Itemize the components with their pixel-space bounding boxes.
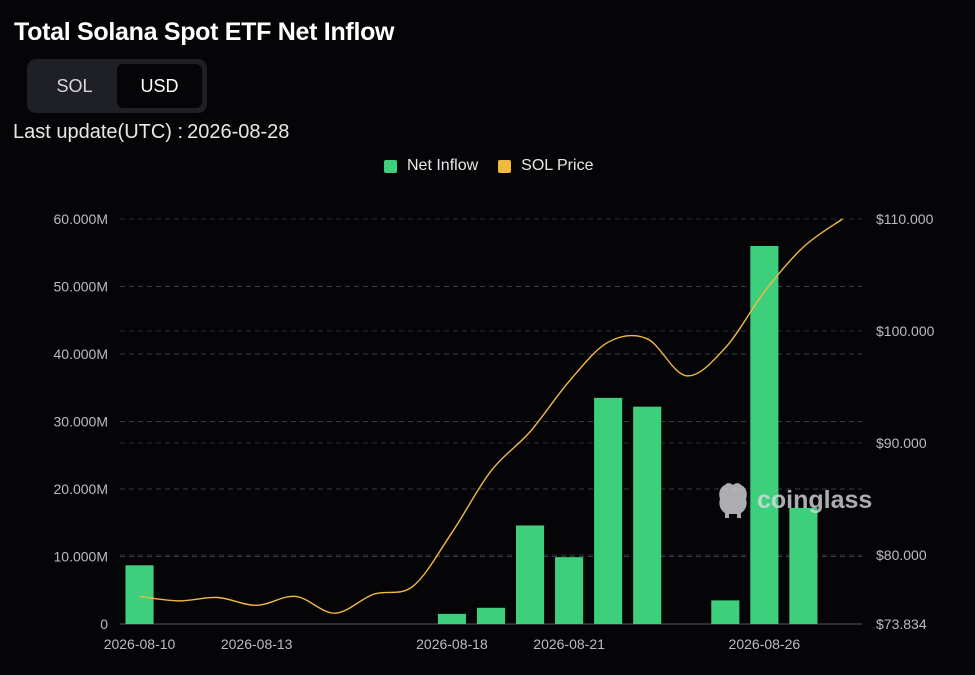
net-inflow-bar (437, 613, 467, 624)
x-tick-label: 2026-08-26 (729, 636, 801, 652)
net-inflow-swatch (384, 159, 397, 173)
legend-item-sol-price[interactable]: SOL Price (498, 157, 593, 175)
coinglass-logo-icon (719, 483, 747, 518)
y-right-tick-label: $73.834 (876, 616, 927, 632)
y-left-tick-label: 20.000M (54, 481, 108, 497)
y-left-tick-label: 50.000M (54, 279, 108, 295)
chart-title: Total Solana Spot ETF Net Inflow (14, 18, 395, 46)
y-left-tick-label: 30.000M (54, 414, 108, 430)
last-update-label: Last update(UTC) : (13, 121, 184, 143)
sol-price-swatch (498, 159, 512, 173)
y-left-tick-label: 0 (100, 616, 108, 632)
y-right-tick-label: $110.000 (876, 211, 934, 227)
coinglass-watermark: coinglass (717, 481, 872, 519)
y-right-tick-label: $100.000 (876, 323, 935, 339)
toggle-option-usd[interactable]: USD (117, 64, 202, 108)
net-inflow-bar (555, 557, 584, 624)
net-inflow-bar (750, 246, 779, 624)
y-left-tick-label: 10.000M (54, 549, 108, 565)
y-right-tick-label: $80.000 (876, 547, 927, 563)
y-left-tick-label: 60.000M (54, 211, 108, 227)
legend-label-net-inflow: Net Inflow (407, 157, 479, 174)
last-update: Last update(UTC) :2026-08-28 (13, 121, 289, 144)
currency-toggle[interactable]: SOL USD (27, 59, 207, 113)
y-left-tick-label: 40.000M (54, 346, 108, 362)
x-tick-label: 2026-08-13 (221, 636, 293, 652)
net-inflow-bar (476, 607, 506, 624)
toggle-option-sol[interactable]: SOL (56, 75, 93, 96)
y-right-tick-label: $90.000 (876, 435, 927, 451)
chart-legend: Net Inflow SOL Price (384, 157, 593, 175)
legend-label-sol-price: SOL Price (521, 157, 594, 174)
net-inflow-bar (125, 565, 154, 624)
x-tick-label: 2026-08-10 (104, 636, 176, 652)
last-update-value: 2026-08-28 (187, 121, 290, 143)
x-tick-label: 2026-08-21 (533, 636, 605, 652)
sol-price-line (139, 218, 843, 614)
legend-item-net-inflow[interactable]: Net Inflow (384, 157, 478, 175)
net-inflow-bar (633, 406, 662, 624)
watermark-text: coinglass (757, 485, 873, 514)
net-inflow-bar (789, 507, 818, 624)
x-tick-label: 2026-08-18 (416, 636, 488, 652)
net-inflow-bar (711, 600, 740, 624)
net-inflow-bar (515, 525, 545, 624)
net-inflow-bar (594, 397, 623, 624)
